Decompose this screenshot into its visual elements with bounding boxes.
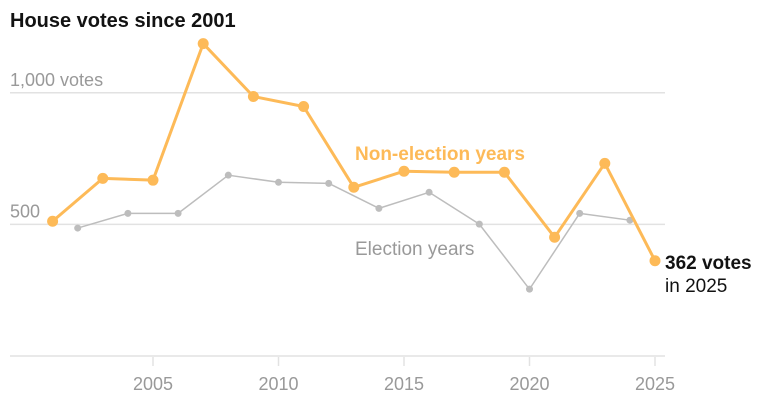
x-tick-label: 2025	[635, 374, 675, 394]
election-years-point	[124, 209, 132, 217]
non-election-years-point	[649, 255, 661, 267]
non-election-years-point	[348, 181, 360, 193]
election-years-point	[475, 220, 483, 228]
non-election-years-point	[47, 215, 59, 227]
non-election-years-point	[398, 165, 410, 177]
election-years-point	[325, 179, 333, 187]
y-axis: 500 1,000 votes	[10, 70, 103, 222]
chart-title: House votes since 2001	[10, 10, 236, 32]
non-election-years-point	[197, 38, 209, 50]
series-label-non-election: Non-election years	[355, 144, 525, 165]
non-election-years-point	[549, 231, 561, 243]
election-years-line	[77, 174, 631, 290]
series-label-election: Election years	[355, 239, 474, 260]
non-election-years-point	[147, 174, 159, 186]
x-tick-label: 2010	[258, 374, 298, 394]
election-years-point	[425, 188, 433, 196]
election-years-point	[224, 171, 232, 179]
non-election-years-point	[448, 166, 460, 178]
gridlines	[10, 92, 665, 357]
election-years-point	[74, 224, 82, 232]
end-annotation-value: 362 votes	[665, 253, 752, 274]
series-lines	[47, 38, 661, 293]
x-axis: 2005 2010 2015 2020 2025	[133, 357, 675, 394]
non-election-years-point	[298, 100, 310, 112]
x-tick-label: 2020	[509, 374, 549, 394]
election-years-point	[375, 204, 383, 212]
x-tick-label: 2005	[133, 374, 173, 394]
non-election-years-point	[599, 157, 611, 169]
x-tick-label: 2015	[384, 374, 424, 394]
non-election-years-point	[498, 166, 510, 178]
non-election-years-point	[97, 172, 109, 184]
y-tick-label: 1,000 votes	[10, 70, 103, 90]
non-election-years-point	[247, 90, 259, 102]
election-years-point	[526, 285, 533, 293]
election-years-point	[174, 209, 182, 217]
election-years-point	[576, 209, 584, 217]
non-election-years-line	[51, 42, 657, 262]
election-years-point	[275, 178, 282, 186]
y-tick-label: 500	[10, 201, 40, 221]
end-annotation-sub: in 2025	[665, 276, 727, 297]
